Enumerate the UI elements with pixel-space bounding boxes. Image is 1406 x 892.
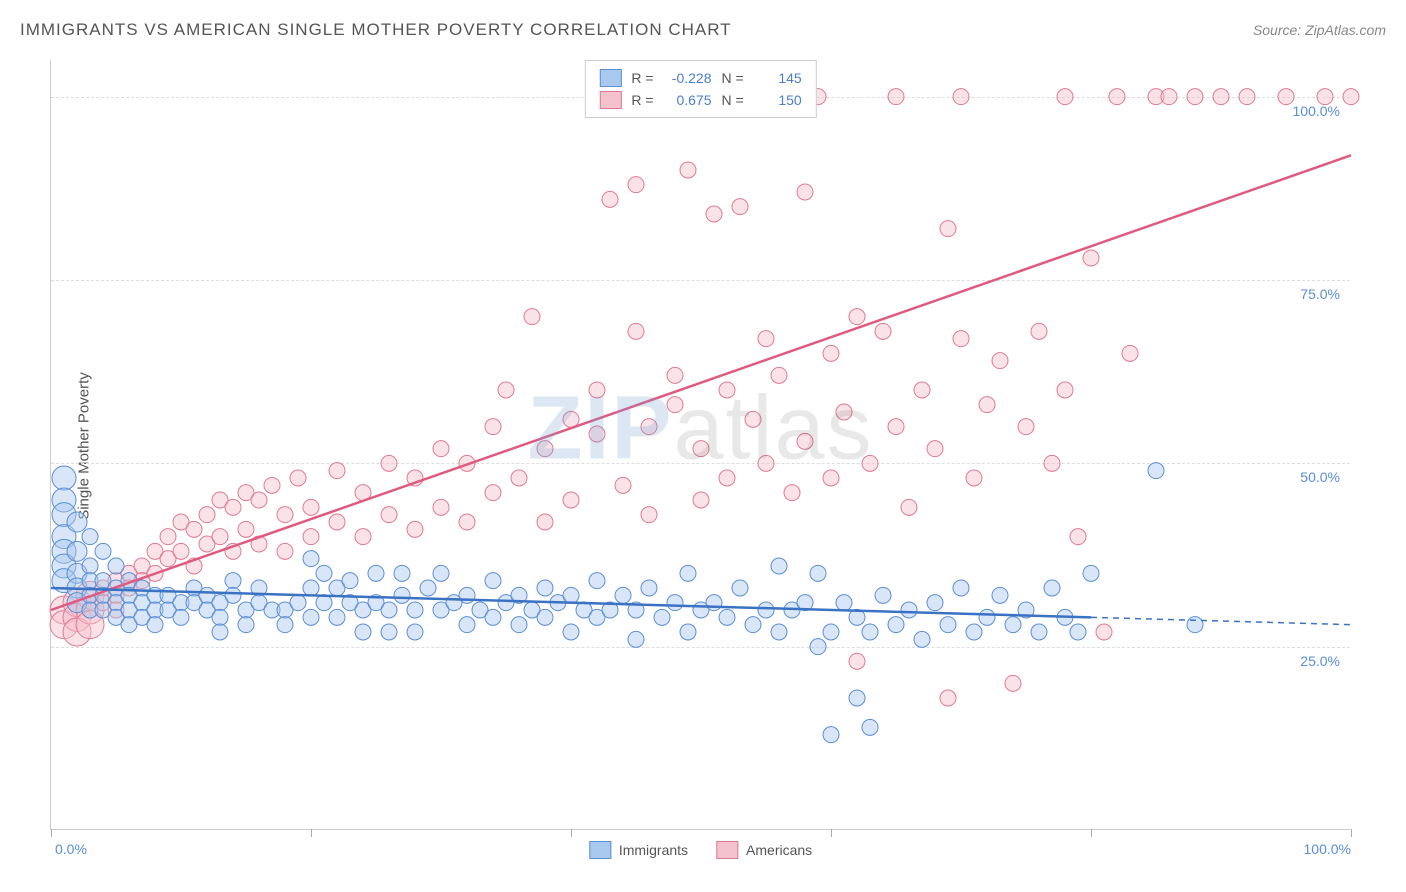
r-label: R = — [631, 92, 653, 108]
r-label: R = — [631, 70, 653, 86]
r-value-immigrants: -0.228 — [664, 70, 712, 86]
series-legend: Immigrants Americans — [589, 841, 812, 859]
legend-item-americans: Americans — [716, 841, 812, 859]
correlation-legend: R = -0.228 N = 145 R = 0.675 N = 150 — [584, 60, 816, 118]
plot-area: R = -0.228 N = 145 R = 0.675 N = 150 25.… — [50, 60, 1350, 830]
x-axis-min-label: 0.0% — [55, 841, 87, 857]
swatch-americans — [599, 91, 621, 109]
n-value-americans: 150 — [754, 92, 802, 108]
legend-label-americans: Americans — [746, 842, 812, 858]
legend-label-immigrants: Immigrants — [619, 842, 688, 858]
swatch-immigrants — [599, 69, 621, 87]
swatch-immigrants — [589, 841, 611, 859]
swatch-americans — [716, 841, 738, 859]
legend-item-immigrants: Immigrants — [589, 841, 688, 859]
legend-row-immigrants: R = -0.228 N = 145 — [599, 67, 801, 89]
r-value-americans: 0.675 — [664, 92, 712, 108]
scatter-canvas — [51, 60, 1350, 829]
x-axis-max-label: 100.0% — [1304, 841, 1351, 857]
n-label: N = — [722, 70, 744, 86]
source-label: Source: ZipAtlas.com — [1253, 22, 1386, 38]
legend-row-americans: R = 0.675 N = 150 — [599, 89, 801, 111]
n-value-immigrants: 145 — [754, 70, 802, 86]
chart-title: IMMIGRANTS VS AMERICAN SINGLE MOTHER POV… — [20, 20, 732, 40]
n-label: N = — [722, 92, 744, 108]
